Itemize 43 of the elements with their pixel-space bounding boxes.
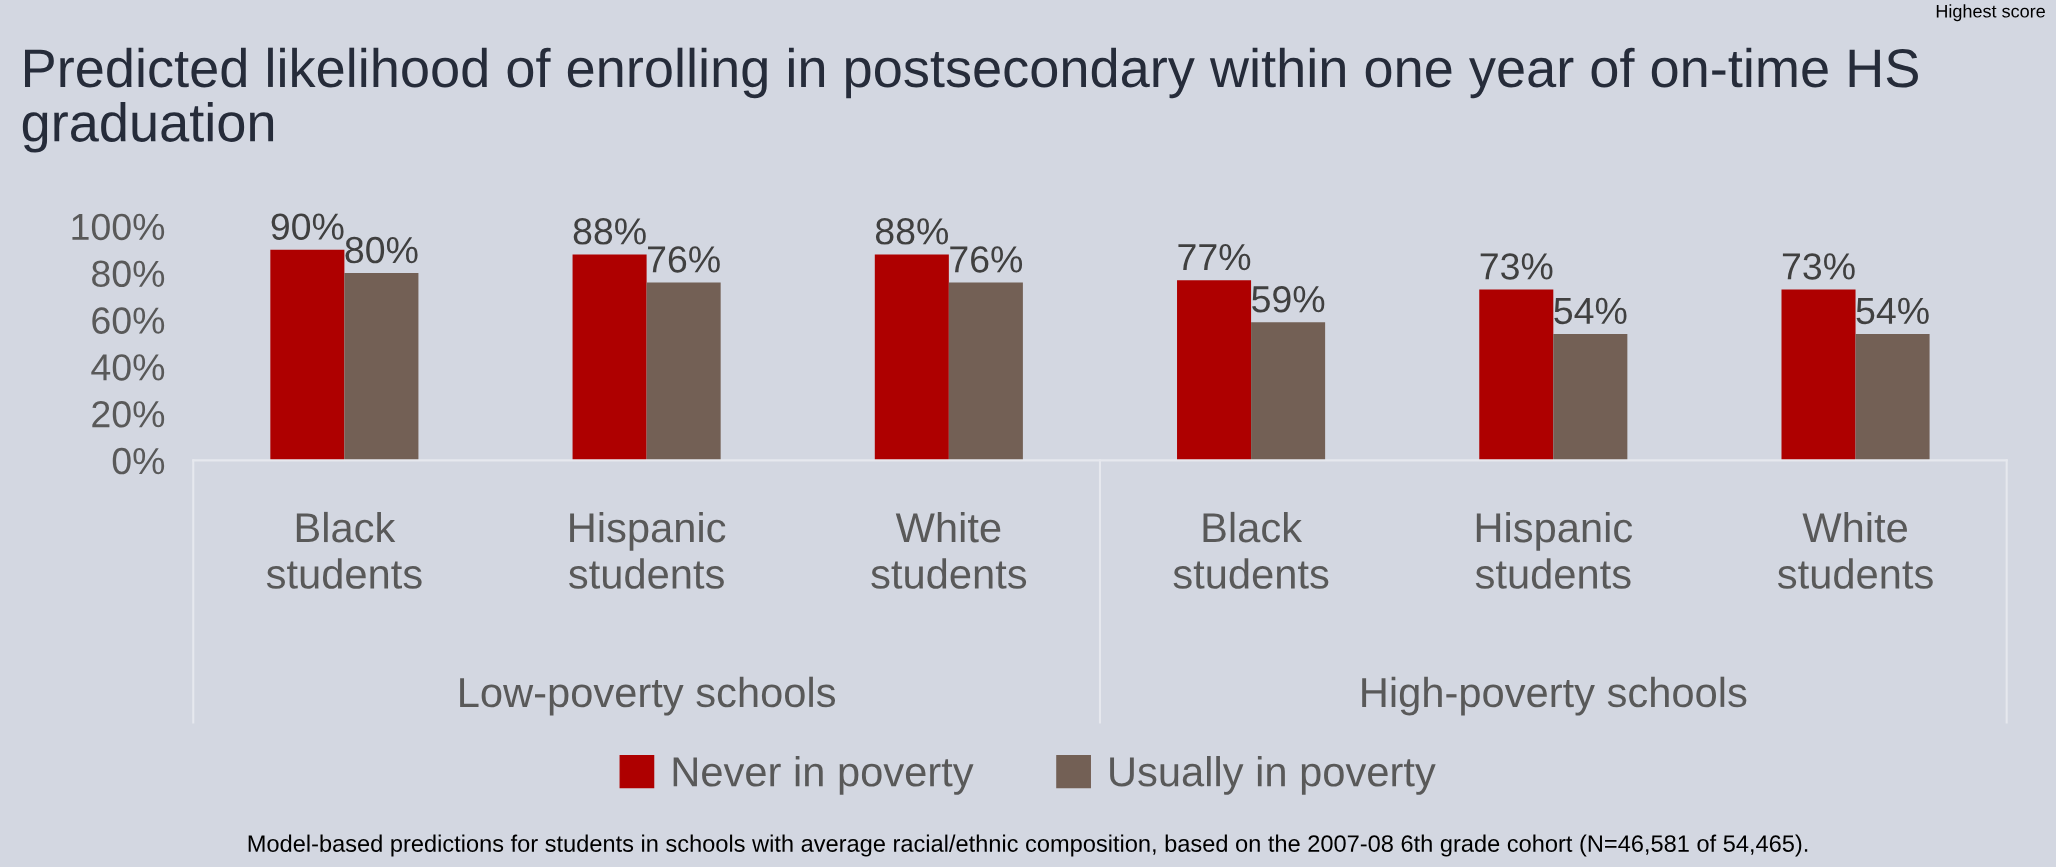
y-tick-label: 60% [92, 307, 165, 334]
y-tick-label: 40% [91, 354, 165, 381]
x-tick-label: Hispanic students [1475, 511, 1633, 589]
bar [874, 254, 949, 461]
data-label: 76% [648, 246, 720, 273]
data-label: 80% [345, 236, 418, 264]
bar [270, 249, 345, 461]
y-tick-label: 0% [112, 447, 165, 475]
bar [1855, 333, 1930, 461]
data-label: 59% [1252, 285, 1325, 313]
y-tick-label: 20% [92, 400, 165, 428]
data-label: 54% [1856, 297, 1929, 325]
x-tick-label: White students [871, 511, 1027, 589]
text: Model-based predictions for students in schools with average racial/ethnic composition, based on the 2007-08 6th grade cohort (N=46,581 of 54,465). [248, 834, 1808, 857]
data-label: 73% [1782, 253, 1855, 280]
legend-label: Usually in poverty [1110, 755, 1436, 795]
bar [948, 282, 1023, 461]
bar [1479, 289, 1554, 461]
data-label: 88% [573, 218, 646, 245]
bar [1781, 289, 1856, 461]
bar [1177, 280, 1252, 461]
legend-label: Never in poverty [673, 755, 974, 795]
data-label: 54% [1554, 297, 1627, 325]
text: Low-poverty schools [460, 676, 836, 716]
data-label: 76% [950, 246, 1023, 273]
data-label: 73% [1480, 253, 1553, 280]
text: Highest score [1936, 4, 2045, 22]
text: High-poverty schools [1362, 676, 1747, 716]
x-tick-label: Hispanic students [569, 511, 726, 589]
x-tick-label: Black students [266, 511, 422, 589]
bar [646, 282, 721, 461]
bar [344, 273, 419, 461]
bar [1553, 333, 1628, 461]
y-tick-label: 100% [72, 213, 165, 241]
bar [572, 254, 647, 461]
y-tick-label: 80% [92, 260, 165, 288]
data-label: 77% [1178, 243, 1251, 271]
bar [1251, 322, 1326, 461]
data-label: 90% [271, 213, 344, 240]
data-label: 88% [875, 218, 949, 245]
chart-title: Predicted likelihood of enrolling in postsecondary within one year of on-time HS graduation [22, 47, 1918, 153]
x-tick-label: White students [1777, 511, 1933, 589]
x-tick-label: Black students [1173, 511, 1329, 589]
